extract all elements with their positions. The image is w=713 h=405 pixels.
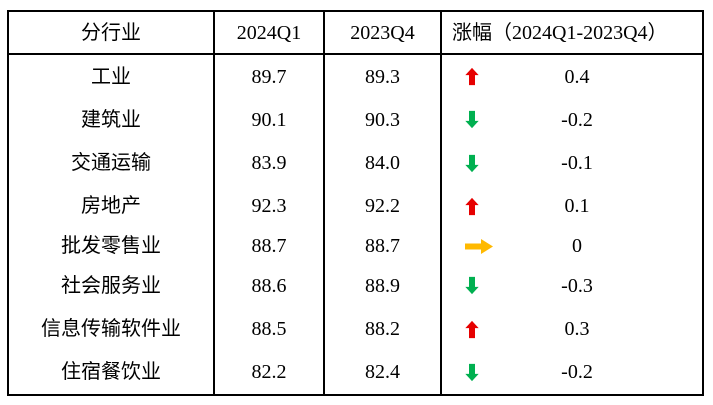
change-cell: 0.1 — [442, 185, 702, 228]
change-value: 0.4 — [564, 65, 590, 88]
change-cell: 0.3 — [442, 308, 702, 351]
value-2023q4: 82.4 — [325, 350, 442, 394]
value-2023q4: 89.3 — [325, 55, 442, 99]
value-2023q4: 88.9 — [325, 264, 442, 308]
header-industry: 分行业 — [9, 12, 215, 53]
industry-label: 社会服务业 — [9, 264, 215, 308]
change-value: -0.3 — [561, 274, 593, 297]
table-row: 批发零售业 88.7 88.7 0 — [9, 228, 702, 265]
arrow-up-icon — [464, 193, 500, 220]
value-2024q1: 89.7 — [215, 55, 325, 99]
change-value: 0.1 — [564, 195, 590, 218]
table-row: 工业 89.7 89.3 0.4 — [9, 55, 702, 99]
arrow-up-icon — [464, 316, 500, 343]
arrow-right-icon — [464, 238, 500, 255]
value-2023q4: 84.0 — [325, 141, 442, 185]
arrow-down-icon — [464, 272, 500, 299]
header-change: 涨幅（2024Q1-2023Q4） — [452, 21, 668, 44]
value-2023q4: 92.2 — [325, 184, 442, 228]
value-2024q1: 83.9 — [215, 141, 325, 185]
change-cell: -0.2 — [442, 98, 702, 141]
change-cell: 0 — [442, 228, 702, 264]
value-2023q4: 90.3 — [325, 98, 442, 142]
industry-label: 交通运输 — [9, 141, 215, 185]
change-value: 0.3 — [564, 318, 590, 341]
value-2024q1: 90.1 — [215, 98, 325, 142]
industry-index-table: 分行业 2024Q1 2023Q4 涨幅（2024Q1-2023Q4） 工业 8… — [7, 10, 704, 396]
industry-label: 批发零售业 — [9, 228, 215, 265]
industry-label: 工业 — [9, 55, 215, 99]
table-row: 建筑业 90.1 90.3 -0.2 — [9, 98, 702, 142]
change-cell: -0.1 — [442, 142, 702, 185]
change-value: -0.2 — [561, 361, 593, 384]
table-row: 交通运输 83.9 84.0 -0.1 — [9, 141, 702, 185]
change-value: -0.2 — [561, 108, 593, 131]
value-2023q4: 88.2 — [325, 307, 442, 351]
value-2024q1: 92.3 — [215, 184, 325, 228]
table-row: 社会服务业 88.6 88.9 -0.3 — [9, 264, 702, 308]
industry-label: 建筑业 — [9, 98, 215, 142]
table-row: 住宿餐饮业 82.2 82.4 -0.2 — [9, 350, 702, 394]
table-row: 信息传输软件业 88.5 88.2 0.3 — [9, 307, 702, 351]
value-2024q1: 82.2 — [215, 350, 325, 394]
change-cell: 0.4 — [442, 55, 702, 98]
table-header-row: 分行业 2024Q1 2023Q4 涨幅（2024Q1-2023Q4） — [9, 12, 702, 55]
header-2023q4: 2023Q4 — [325, 12, 442, 53]
change-cell: -0.2 — [442, 351, 702, 394]
industry-label: 住宿餐饮业 — [9, 350, 215, 394]
value-2024q1: 88.6 — [215, 264, 325, 308]
table-row: 房地产 92.3 92.2 0.1 — [9, 184, 702, 228]
value-2023q4: 88.7 — [325, 228, 442, 265]
change-cell: -0.3 — [442, 264, 702, 307]
arrow-down-icon — [464, 150, 500, 177]
arrow-up-icon — [464, 63, 500, 90]
industry-label: 房地产 — [9, 184, 215, 228]
value-2024q1: 88.5 — [215, 307, 325, 351]
value-2024q1: 88.7 — [215, 228, 325, 265]
industry-label: 信息传输软件业 — [9, 307, 215, 351]
arrow-down-icon — [464, 359, 500, 386]
arrow-down-icon — [464, 106, 500, 133]
change-value: -0.1 — [561, 152, 593, 175]
change-value: 0 — [572, 235, 582, 258]
header-2024q1: 2024Q1 — [215, 12, 325, 53]
